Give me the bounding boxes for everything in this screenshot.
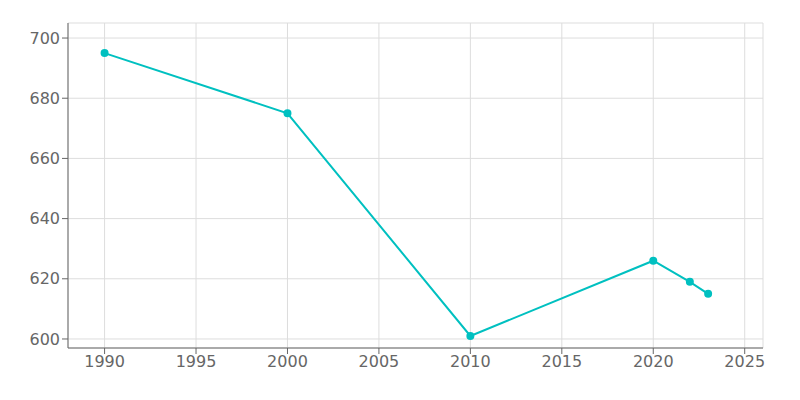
svg-text:1995: 1995 (176, 352, 217, 371)
svg-text:680: 680 (29, 89, 60, 108)
svg-text:2010: 2010 (450, 352, 491, 371)
svg-text:640: 640 (29, 209, 60, 228)
svg-text:700: 700 (29, 29, 60, 48)
svg-text:600: 600 (29, 330, 60, 349)
svg-text:1990: 1990 (84, 352, 125, 371)
svg-text:620: 620 (29, 269, 60, 288)
svg-text:2015: 2015 (541, 352, 582, 371)
svg-text:2025: 2025 (724, 352, 765, 371)
svg-text:2020: 2020 (633, 352, 674, 371)
svg-text:2005: 2005 (359, 352, 400, 371)
svg-text:2000: 2000 (267, 352, 308, 371)
svg-text:660: 660 (29, 149, 60, 168)
